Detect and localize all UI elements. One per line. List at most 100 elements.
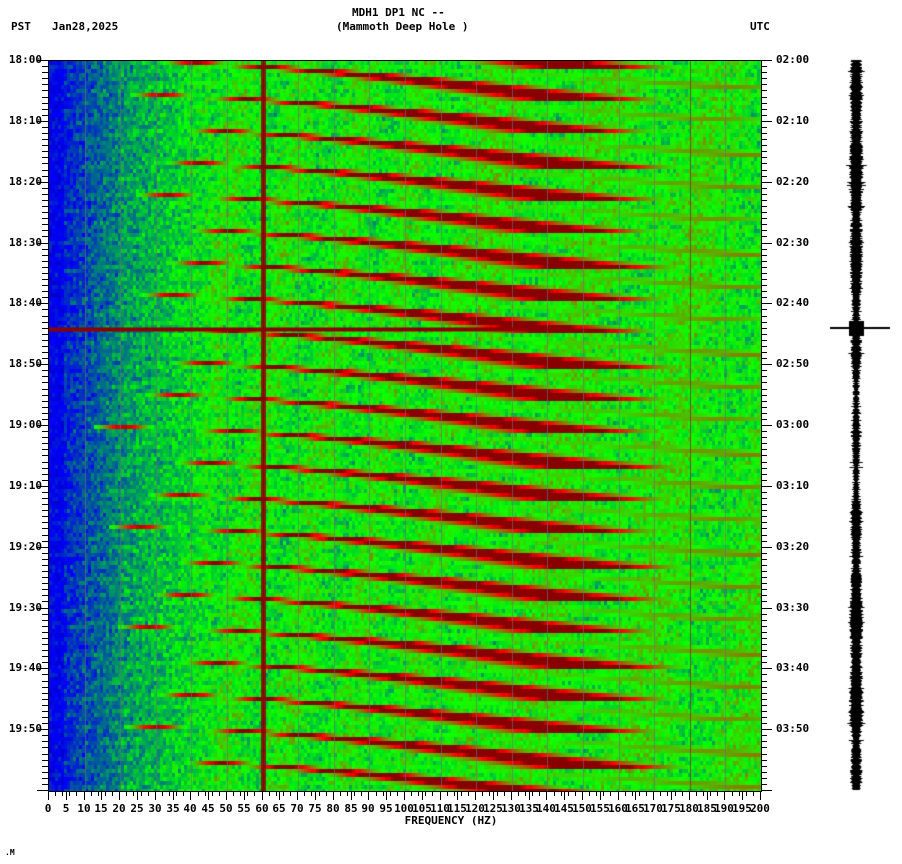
time-label-pst-2: 18:20 [8,175,42,188]
time-tick-major-right [761,608,772,609]
time-tick-major-left [37,790,48,791]
freq-tick-major [48,791,49,800]
page-header: PST Jan28,2025 MDH1 DP1 NC -- (Mammoth D… [0,0,902,52]
time-tick-major-right [761,60,772,61]
time-label-pst-1: 18:10 [8,114,42,127]
freq-tick-major [600,791,601,800]
freq-tick-major [529,791,530,800]
freq-tick-major [279,791,280,800]
freq-tick-major [457,791,458,800]
freq-tick-major [297,791,298,800]
freq-tick-major [671,791,672,800]
freq-tick-major [440,791,441,800]
time-label-utc-8: 03:20 [776,540,810,553]
time-label-pst-5: 18:50 [8,357,42,370]
freq-tick-major [653,791,654,800]
time-label-pst-4: 18:40 [8,296,42,309]
freq-tick-major [386,791,387,800]
freq-tick-major [262,791,263,800]
time-tick-major-left [37,364,48,365]
freq-tick-major [618,791,619,800]
time-tick-major-left [37,60,48,61]
time-label-pst-7: 19:10 [8,479,42,492]
freq-tick-major [546,791,547,800]
freq-tick-major [689,791,690,800]
time-label-utc-0: 02:00 [776,53,810,66]
freq-tick-major [724,791,725,800]
time-label-utc-4: 02:40 [776,296,810,309]
time-label-utc-6: 03:00 [776,418,810,431]
seismogram-trace-panel [820,58,902,792]
time-tick-major-right [761,182,772,183]
time-label-pst-11: 19:50 [8,722,42,735]
spectrogram-canvas [49,61,761,791]
freq-tick-major [226,791,227,800]
freq-tick-major [422,791,423,800]
freq-tick-major [475,791,476,800]
time-label-utc-1: 02:10 [776,114,810,127]
freq-tick-major [493,791,494,800]
timezone-right-label: UTC [750,20,770,33]
time-label-utc-10: 03:40 [776,661,810,674]
freq-tick-major [66,791,67,800]
time-tick-major-left [37,608,48,609]
station-code-title: MDH1 DP1 NC -- [352,6,445,19]
time-label-utc-9: 03:30 [776,601,810,614]
date-label: Jan28,2025 [52,20,119,33]
freq-tick-major [368,791,369,800]
spectrogram-plot[interactable] [48,60,762,792]
time-tick-major-left [37,425,48,426]
freq-tick-major [315,791,316,800]
time-label-pst-0: 18:00 [8,53,42,66]
time-label-pst-6: 19:00 [8,418,42,431]
freq-tick-major [155,791,156,800]
time-tick-major-left [37,729,48,730]
time-tick-major-right [761,668,772,669]
time-tick-major-right [761,303,772,304]
freq-tick-major [564,791,565,800]
time-tick-major-right [761,121,772,122]
freq-tick-major [333,791,334,800]
freq-tick-major [119,791,120,800]
freq-tick-major [101,791,102,800]
freq-tick-major [173,791,174,800]
time-label-utc-11: 03:50 [776,722,810,735]
freq-tick-major [707,791,708,800]
freq-tick-major [511,791,512,800]
time-label-utc-3: 02:30 [776,236,810,249]
freq-tick-major [208,791,209,800]
time-tick-major-left [37,547,48,548]
site-name-subtitle: (Mammoth Deep Hole ) [336,20,469,33]
time-tick-major-left [37,303,48,304]
time-label-pst-9: 19:30 [8,601,42,614]
time-tick-major-left [37,182,48,183]
time-tick-major-right [761,364,772,365]
time-tick-major-right [761,486,772,487]
time-label-pst-3: 18:30 [8,236,42,249]
freq-tick-major [244,791,245,800]
time-tick-major-right [761,425,772,426]
time-label-utc-2: 02:20 [776,175,810,188]
freq-tick-major [635,791,636,800]
time-label-pst-10: 19:40 [8,661,42,674]
freq-tick-major [137,791,138,800]
corner-artifact-mark: .M [5,848,15,857]
seismogram-trace-canvas [820,58,902,792]
freq-tick-major [760,791,761,800]
time-tick-major-right [761,729,772,730]
timezone-left-label: PST [11,20,31,33]
time-tick-major-right [761,547,772,548]
time-tick-major-left [37,486,48,487]
time-tick-major-right [761,790,772,791]
time-label-pst-8: 19:20 [8,540,42,553]
time-label-utc-5: 02:50 [776,357,810,370]
freq-tick-major [351,791,352,800]
freq-tick-major [190,791,191,800]
time-tick-major-left [37,121,48,122]
time-label-utc-7: 03:10 [776,479,810,492]
freq-tick-major [582,791,583,800]
time-tick-major-left [37,668,48,669]
time-tick-major-left [37,243,48,244]
freq-tick-major [404,791,405,800]
freq-tick-major [84,791,85,800]
